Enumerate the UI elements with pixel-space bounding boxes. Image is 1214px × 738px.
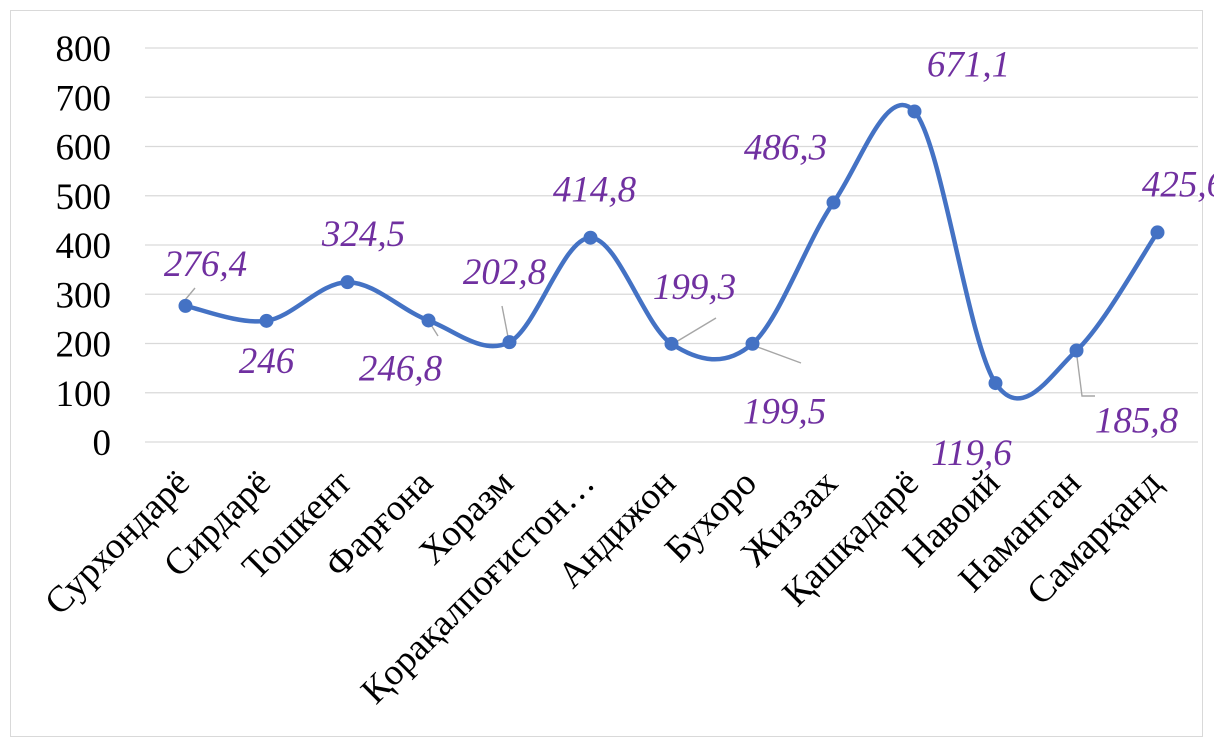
data-label: 276,4: [164, 244, 247, 285]
data-point: [988, 376, 1003, 391]
data-point: [340, 275, 355, 290]
y-tick-label: 700: [56, 78, 112, 119]
data-label: 199,3: [653, 267, 736, 308]
data-point: [1069, 343, 1084, 358]
data-label: 671,1: [927, 44, 1010, 85]
y-tick-label: 100: [56, 374, 112, 415]
data-point: [421, 313, 436, 328]
data-point: [745, 336, 760, 351]
data-point: [259, 313, 274, 328]
data-label: 246,8: [359, 348, 443, 389]
data-label: 119,6: [931, 433, 1012, 474]
gridlines: [145, 47, 1198, 443]
data-point: [907, 104, 922, 119]
leader-line: [1075, 348, 1095, 397]
y-tick-label: 300: [56, 275, 112, 316]
leader-line: [751, 344, 802, 364]
data-label: 185,8: [1095, 400, 1179, 441]
y-tick-label: 600: [56, 128, 112, 169]
data-label: 486,3: [744, 127, 827, 168]
y-tick-label: 0: [93, 423, 112, 464]
chart-frame: [10, 10, 1203, 737]
x-axis-categories: СурхондарёСирдарёТошкентФарғонаХоразмҚор…: [37, 462, 1170, 712]
y-tick-label: 800: [56, 29, 112, 70]
data-label: 246: [239, 341, 295, 382]
leader-line: [675, 317, 717, 343]
data-label: 414,8: [553, 170, 637, 211]
data-label: 324,5: [321, 214, 405, 255]
data-point: [178, 298, 193, 313]
data-point: [826, 195, 841, 210]
y-axis-ticks: 0 100 200 300 400 500 600 700 800: [56, 29, 112, 464]
data-label: 425,6: [1142, 164, 1214, 205]
y-tick-label: 200: [56, 325, 112, 366]
leader-line: [184, 287, 196, 301]
data-label: 199,5: [743, 392, 826, 433]
data-point: [502, 335, 517, 350]
y-tick-label: 500: [56, 177, 112, 218]
data-point: [583, 230, 598, 245]
data-point: [664, 336, 679, 351]
y-tick-label: 400: [56, 226, 112, 267]
data-points: [178, 104, 1165, 391]
data-label: 202,8: [463, 252, 547, 293]
data-point: [1150, 225, 1165, 240]
